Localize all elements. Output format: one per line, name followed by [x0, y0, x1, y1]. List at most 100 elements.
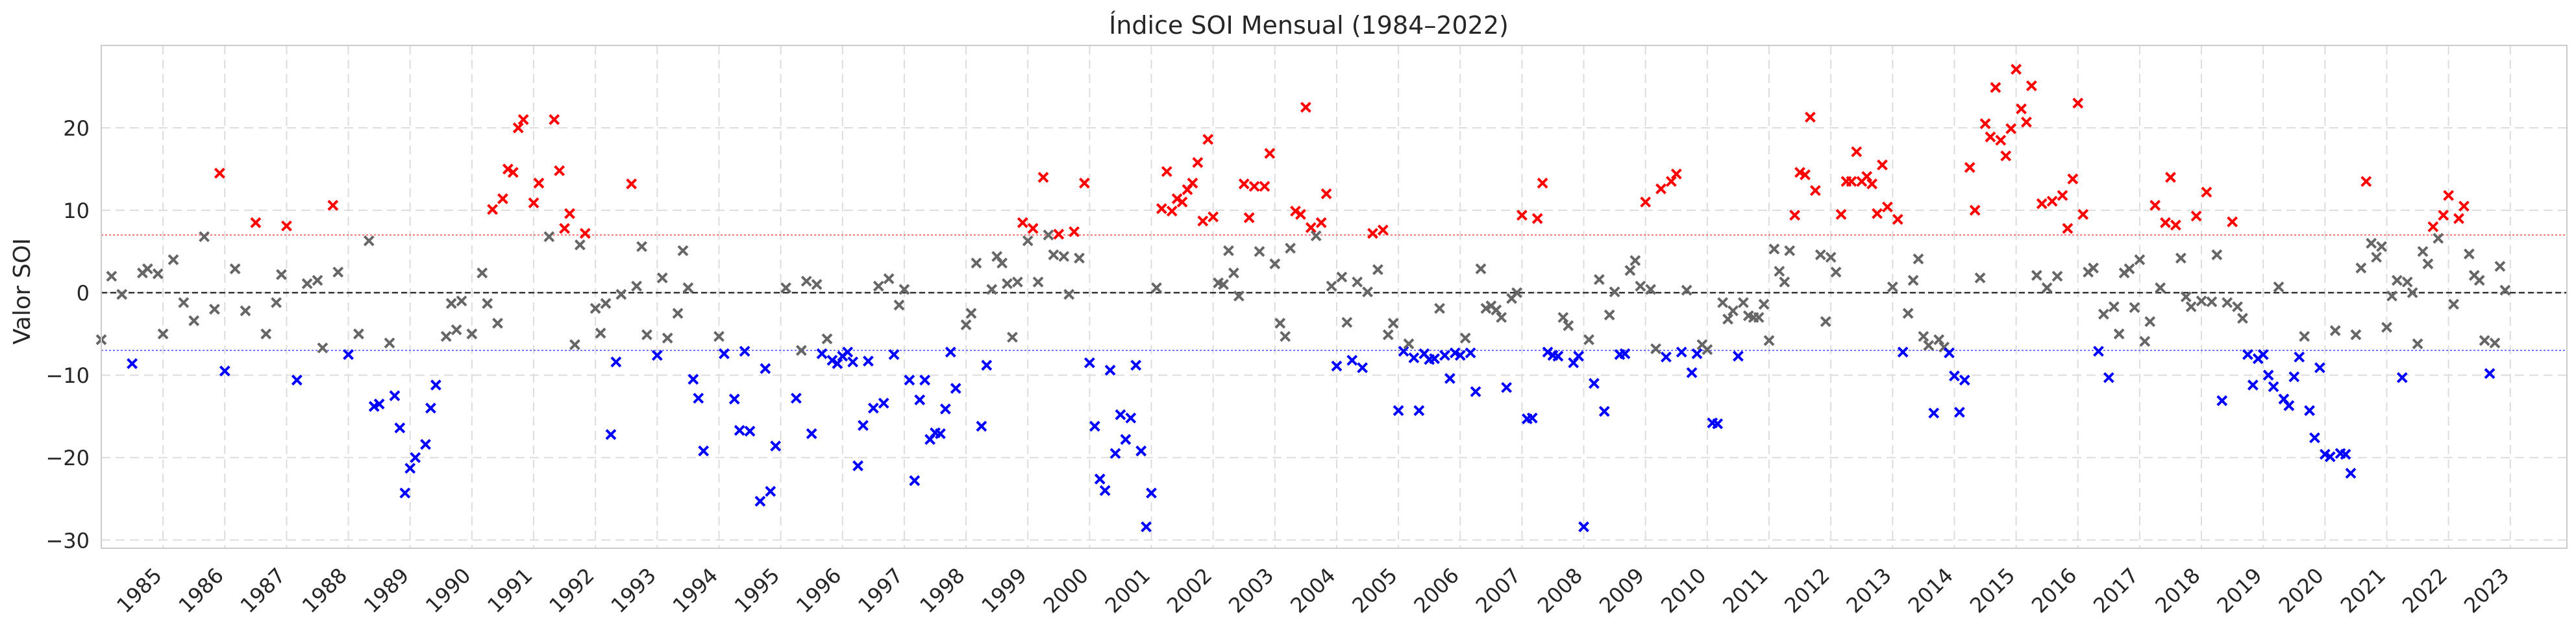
data-point — [1011, 276, 1023, 288]
data-point — [1691, 348, 1703, 359]
data-point — [909, 475, 921, 487]
data-point — [2484, 368, 2496, 380]
data-point — [327, 200, 339, 211]
data-point — [2016, 103, 2027, 115]
data-point — [487, 204, 499, 215]
data-point — [1326, 280, 1337, 292]
data-point — [677, 245, 689, 256]
data-point — [950, 383, 961, 394]
data-point — [1953, 406, 1965, 418]
data-point — [2443, 189, 2455, 201]
data-point — [1017, 217, 1028, 228]
data-point — [2417, 246, 2429, 258]
data-point — [687, 374, 699, 385]
y-tick-label: 10 — [63, 199, 90, 223]
data-point — [682, 282, 694, 293]
data-point — [883, 273, 895, 284]
data-point — [1233, 290, 1245, 302]
data-point — [945, 346, 956, 358]
data-point — [811, 279, 823, 290]
data-point — [626, 178, 638, 189]
data-point — [1362, 286, 1373, 298]
data-point — [353, 328, 364, 340]
data-point — [1439, 350, 1450, 361]
data-point — [2160, 217, 2171, 228]
data-point — [492, 317, 503, 329]
data-point — [1563, 320, 1574, 332]
data-point — [1789, 210, 1801, 221]
data-point — [2345, 467, 2357, 479]
data-point — [482, 298, 493, 309]
data-point — [1079, 177, 1090, 189]
y-tick-label: −10 — [45, 363, 90, 388]
data-point — [919, 374, 931, 386]
data-point — [1733, 350, 1744, 362]
data-point — [1763, 335, 1775, 346]
data-point — [229, 263, 241, 274]
data-point — [1949, 370, 1960, 382]
data-point — [904, 374, 915, 386]
data-point — [1120, 433, 1132, 445]
data-point — [2103, 372, 2114, 383]
data-point — [559, 223, 571, 234]
data-point — [2062, 223, 2074, 234]
data-point — [2011, 64, 2022, 75]
data-point — [1665, 176, 1677, 188]
data-point — [1032, 276, 1044, 288]
data-point — [1377, 224, 1389, 236]
data-point — [1037, 171, 1049, 183]
data-point — [2237, 313, 2248, 324]
data-point — [1979, 118, 1991, 130]
data-point — [1809, 185, 1821, 197]
data-point — [1465, 347, 1476, 359]
data-point — [693, 393, 704, 404]
data-point — [981, 359, 993, 371]
data-point — [574, 239, 586, 250]
data-point — [569, 339, 580, 350]
data-point — [2098, 308, 2109, 320]
data-point — [1805, 112, 1816, 123]
data-point — [1768, 243, 1780, 255]
data-point — [2180, 291, 2192, 302]
data-point — [1320, 188, 1332, 200]
data-point — [2041, 282, 2053, 293]
data-point — [1470, 386, 1481, 398]
data-point — [2129, 302, 2140, 313]
data-point — [1331, 360, 1343, 372]
data-point — [394, 422, 406, 433]
data-point — [1135, 445, 1147, 457]
data-point — [1269, 258, 1281, 270]
data-point — [2288, 371, 2300, 383]
data-point — [317, 342, 328, 354]
data-point — [2077, 209, 2089, 220]
data-point — [1779, 276, 1790, 288]
data-point — [878, 397, 889, 409]
data-point — [2170, 219, 2181, 231]
data-point — [2000, 150, 2012, 162]
data-point — [1166, 205, 1178, 217]
data-point — [1835, 209, 1847, 220]
data-point — [517, 114, 529, 125]
data-point — [1578, 521, 1589, 533]
data-point — [1933, 334, 1945, 345]
data-point — [2329, 325, 2341, 337]
data-point — [1007, 332, 1018, 343]
data-point — [1300, 101, 1311, 113]
data-point — [1197, 215, 1209, 227]
data-point — [1408, 352, 1420, 363]
data-point — [2299, 331, 2310, 342]
data-point — [1526, 412, 1538, 424]
y-tick-label: 0 — [77, 281, 90, 306]
data-point — [2386, 290, 2397, 302]
data-point — [997, 257, 1008, 269]
data-point — [589, 302, 601, 314]
data-point — [1800, 169, 1811, 180]
data-point — [2412, 338, 2423, 350]
data-point — [1099, 485, 1111, 496]
data-point — [127, 357, 138, 369]
data-point — [157, 328, 169, 340]
data-point — [291, 374, 303, 386]
data-point — [1887, 281, 1898, 293]
data-point — [1624, 265, 1636, 276]
data-point — [116, 289, 128, 300]
